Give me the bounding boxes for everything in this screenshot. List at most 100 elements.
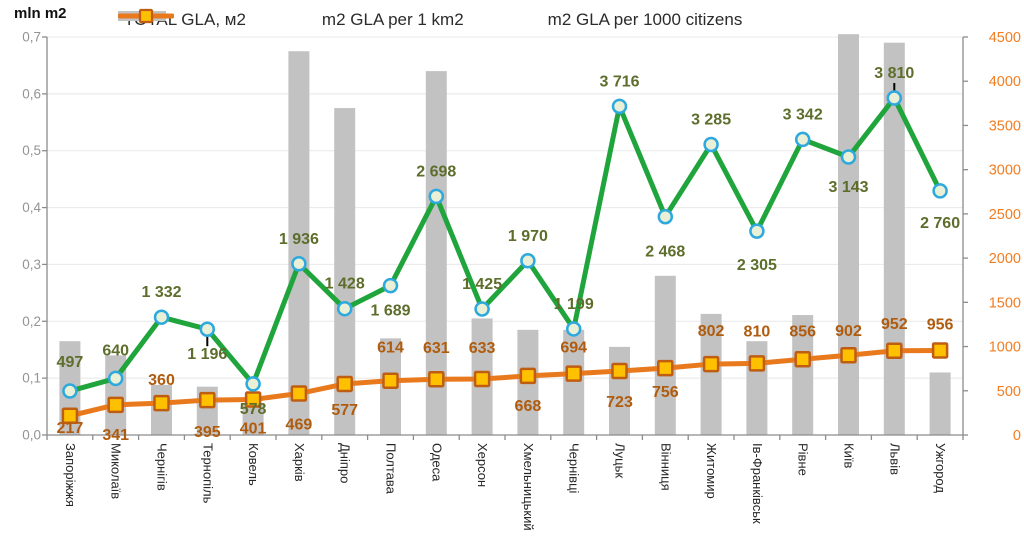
data-label-citizens-12: 723: [606, 394, 633, 411]
data-label-citizens-7: 614: [377, 340, 404, 357]
bar-12: [609, 346, 630, 435]
left-axis-title: mln m2: [14, 5, 67, 22]
category-label-11: Чернівці: [567, 443, 582, 494]
right-axis-tick-label: 3500: [989, 118, 1021, 134]
data-label-km2-0: 497: [57, 354, 84, 371]
marker-square-16: [794, 351, 811, 368]
category-label-7: Полтава: [384, 443, 399, 495]
marker-circle-12: [611, 98, 628, 115]
left-axis-tick-label: 0,3: [22, 257, 41, 272]
marker-square-17: [840, 346, 857, 364]
right-axis-tick-label: 4000: [989, 74, 1021, 90]
right-axis-tick-label: 1000: [989, 340, 1021, 356]
marker-circle-11: [565, 321, 582, 337]
data-label-citizens-19: 956: [927, 316, 954, 333]
data-label-km2-5: 1 936: [279, 231, 319, 248]
right-axis-tick-label: 500: [997, 384, 1021, 400]
marker-circle-17: [840, 149, 857, 165]
right-axis-tick-label: 1500: [989, 295, 1021, 311]
marker-circle-15: [749, 223, 765, 239]
data-label-km2-18: 3 810: [874, 65, 914, 82]
marker-square-18: [886, 342, 903, 360]
data-label-km2-8: 2 698: [416, 163, 456, 180]
data-label-km2-1: 640: [102, 342, 129, 359]
marker-square-7: [382, 372, 399, 389]
left-axis-tick-label: 0,6: [22, 86, 41, 101]
marker-square-2: [153, 394, 170, 412]
data-label-km2-15: 2 305: [737, 257, 777, 274]
left-axis-tick-label: 0,5: [22, 143, 41, 158]
bar-19: [929, 372, 951, 435]
right-axis-tick-label: 4500: [989, 30, 1021, 46]
data-label-km2-3: 1 196: [187, 346, 227, 363]
bar-13: [654, 275, 676, 435]
marker-circle-9: [474, 301, 490, 317]
bar-5: [288, 51, 310, 435]
marker-square-0: [61, 407, 79, 425]
category-label-15: Ів-Франківськ: [750, 443, 765, 524]
data-label-citizens-16: 856: [789, 323, 816, 340]
marker-square-9: [473, 370, 491, 388]
marker-circle-10: [520, 253, 536, 269]
left-axis-tick-label: 0,1: [22, 371, 41, 386]
category-label-4: Ковель: [246, 443, 261, 486]
bar-14: [700, 313, 722, 435]
legend-label-gla-per-1000: m2 GLA per 1000 citizens: [547, 10, 743, 29]
line-gla-per-km2: [67, 95, 943, 394]
right-axis-tick-label: 3000: [989, 163, 1021, 179]
marker-circle-8: [428, 188, 445, 205]
category-label-16: Рівне: [796, 443, 811, 476]
data-label-citizens-1: 341: [102, 427, 129, 444]
category-label-14: Житомир: [704, 443, 719, 499]
bar-11: [563, 329, 585, 435]
category-label-0: Запоріжжя: [63, 443, 78, 507]
data-label-citizens-11: 694: [560, 340, 587, 357]
marker-circle-14: [703, 136, 719, 153]
bar-16: [792, 315, 814, 435]
data-label-citizens-9: 633: [469, 340, 496, 357]
data-label-citizens-10: 668: [515, 398, 542, 415]
marker-circle-2: [153, 309, 170, 325]
data-label-citizens-4: 401: [240, 421, 267, 438]
category-label-6: Дніпро: [338, 443, 353, 483]
data-label-citizens-3: 395: [194, 424, 221, 441]
category-label-18: Львів: [887, 443, 902, 475]
data-label-citizens-0: 217: [57, 420, 84, 437]
data-label-citizens-14: 802: [698, 323, 725, 340]
left-axis-tick-label: 0,2: [22, 314, 41, 329]
marker-circle-16: [794, 131, 811, 148]
bar-6: [334, 108, 356, 436]
data-label-km2-19: 2 760: [920, 215, 960, 232]
data-label-km2-6: 1 428: [325, 276, 365, 293]
category-label-8: Одеса: [429, 443, 444, 482]
marker-square-15: [748, 355, 766, 372]
data-label-km2-9: 1 425: [462, 276, 502, 293]
data-label-citizens-17: 902: [835, 323, 862, 340]
marker-circle-4: [245, 376, 261, 392]
left-axis-tick-label: 0,0: [22, 428, 41, 443]
right-axis-tick-label: 0: [1013, 428, 1021, 444]
data-label-km2-13: 2 468: [645, 244, 685, 261]
chart-legend: TOTAL GLA, м2 m2 GLA per 1 km2 m2 GLA pe…: [118, 8, 742, 32]
marker-circle-18: [886, 90, 903, 106]
data-label-citizens-8: 631: [423, 340, 450, 357]
marker-square-10: [519, 367, 537, 385]
category-label-5: Харків: [292, 443, 307, 482]
marker-square-1: [107, 396, 124, 414]
data-label-km2-10: 1 970: [508, 228, 548, 245]
right-axis-tick-label: 2000: [989, 251, 1021, 267]
left-axis-tick-label: 0,4: [22, 200, 41, 215]
marker-square-14: [702, 355, 720, 373]
data-label-km2-4: 578: [240, 401, 267, 418]
marker-circle-6: [336, 300, 353, 317]
marker-circle-7: [382, 277, 399, 294]
marker-square-12: [611, 362, 628, 380]
marker-square-4: [244, 391, 262, 408]
category-label-1: Миколаїв: [109, 443, 124, 499]
category-label-17: Київ: [842, 443, 857, 468]
legend-label-gla-per-km2: m2 GLA per 1 km2: [321, 10, 464, 29]
marker-circle-0: [62, 383, 78, 399]
data-label-citizens-6: 577: [331, 402, 358, 419]
